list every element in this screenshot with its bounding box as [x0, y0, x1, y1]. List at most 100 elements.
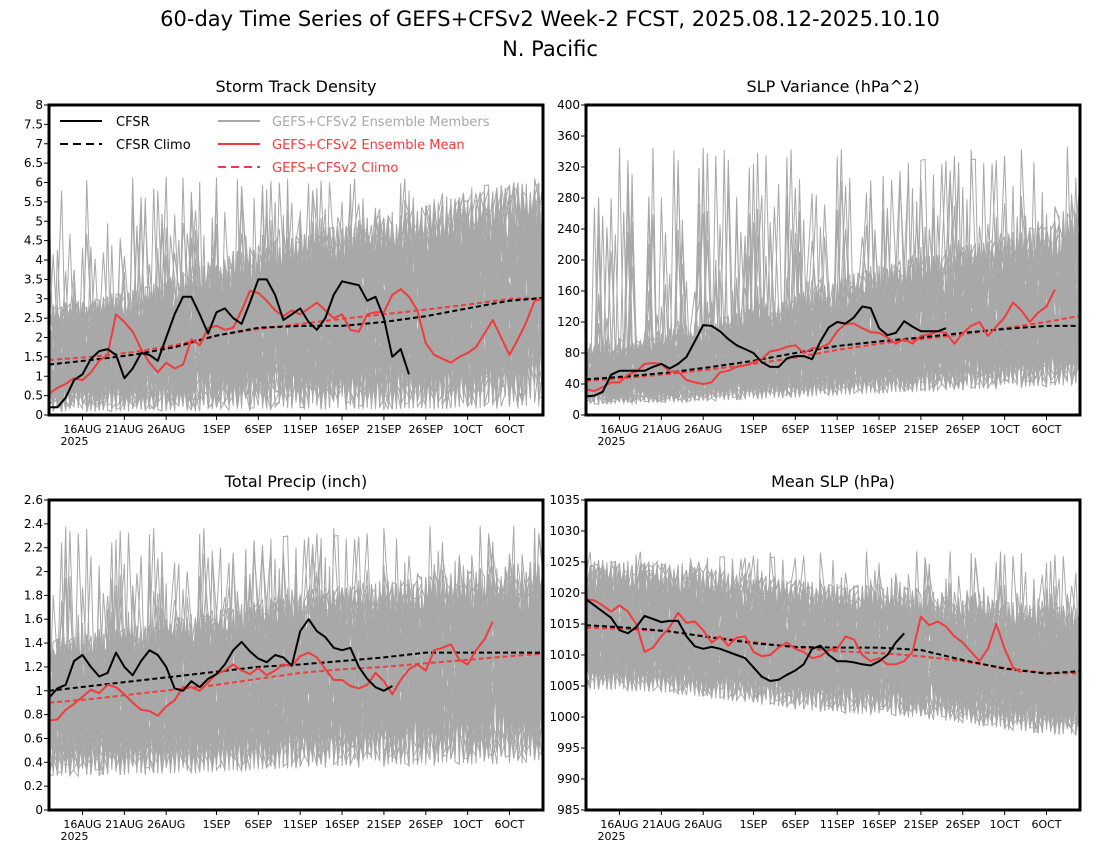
y-tick-label: 1020: [549, 586, 580, 600]
x-tick-label: 16SEP: [862, 423, 897, 436]
panel-3: Total Precip (inch) 0 0.2 0.4 0.6 0.8 1 1.2 1.4 1…: [24, 472, 545, 843]
y-tick-label: 5.5: [24, 195, 43, 209]
y-tick-label: 3: [35, 292, 43, 306]
legend-label: CFSR: [116, 115, 150, 130]
x-tick-label: 1SEP: [740, 423, 768, 436]
y-tick-label: 2: [35, 331, 43, 345]
ensemble-member-line: [586, 558, 1080, 737]
legend-label: GEFS+CFSv2 Climo: [272, 161, 398, 176]
y-tick-label: 3.5: [24, 272, 43, 286]
y-tick-label: 1.5: [24, 350, 43, 364]
x-tick-label: 1OCT: [990, 423, 1020, 436]
x-tick-label: 26SEP: [945, 423, 980, 436]
plot-frame: [47, 498, 545, 812]
x-tick-label: 1SEP: [740, 818, 768, 831]
y-tick-label: 7.5: [24, 117, 43, 131]
x-tick-label: 6SEP: [245, 818, 273, 831]
ens-mean-line: [586, 598, 1022, 674]
legend-item-ens-mean: GEFS+CFSv2 Ensemble Mean: [218, 138, 465, 153]
x-tick-label: 21AUG: [642, 818, 680, 831]
x-tick-label: 16SEP: [325, 423, 360, 436]
ensemble-member-line: [49, 180, 543, 410]
panel-title: Storm Track Density: [216, 77, 377, 96]
cfsr-line: [586, 305, 947, 398]
ens-mean-line: [49, 621, 494, 722]
y-tick-label: 1025: [549, 555, 580, 569]
panel-title: Total Precip (inch): [224, 472, 367, 491]
y-tick-label: 160: [557, 284, 580, 298]
ensemble-member-line: [586, 210, 1080, 403]
y-tick-label: 0.2: [24, 779, 43, 793]
ensemble-member-line: [586, 152, 1080, 405]
legend-label: GEFS+CFSv2 Ensemble Mean: [272, 138, 465, 153]
ensemble-member-line: [49, 196, 543, 410]
y-tick-label: 990: [557, 772, 580, 786]
x-tick-label: 21SEP: [367, 423, 402, 436]
y-tick-label: 0.5: [24, 389, 43, 403]
y-tick-label: 985: [557, 803, 580, 817]
gefs-climo-line: [49, 297, 543, 361]
y-tick-label: 5: [35, 214, 43, 228]
x-tick-year-label: 2025: [597, 435, 625, 448]
plot-area: [586, 551, 1080, 737]
y-tick-label: 1030: [549, 524, 580, 538]
y-tick-label: 0: [35, 408, 43, 422]
y-tick-label: 6: [35, 176, 43, 190]
x-tick-label: 26AUG: [684, 818, 722, 831]
x-tick-label: 1SEP: [203, 818, 231, 831]
ensemble-member-line: [586, 554, 1080, 733]
x-tick-label: 16SEP: [862, 818, 897, 831]
y-tick-label: 1.8: [24, 588, 43, 602]
x-tick-label: 16SEP: [325, 818, 360, 831]
legend-item-cfsr-climo: CFSR Climo: [60, 138, 191, 153]
y-tick-label: 240: [557, 222, 580, 236]
y-tick-label: 40: [565, 377, 580, 391]
x-tick-year-label: 2025: [60, 435, 88, 448]
ensemble-member-line: [49, 535, 543, 776]
y-tick-label: 4.5: [24, 234, 43, 248]
x-tick-label: 16AUG: [63, 423, 101, 436]
x-tick-label: 26SEP: [408, 423, 443, 436]
y-tick-label: 0.6: [24, 731, 43, 745]
y-tick-label: 1.2: [24, 660, 43, 674]
y-tick-label: 1005: [549, 679, 580, 693]
x-tick-label: 16AUG: [600, 818, 638, 831]
y-tick-label: 1015: [549, 617, 580, 631]
y-tick-label: 200: [557, 253, 580, 267]
legend: CFSR CFSR Climo GEFS+CFSv2 Ensemble Member…: [60, 115, 490, 176]
y-tick-label: 1010: [549, 648, 580, 662]
x-tick-label: 6SEP: [782, 423, 810, 436]
y-tick-label: 0: [35, 803, 43, 817]
ensemble-member-line: [586, 201, 1080, 405]
y-tick-label: 2.5: [24, 311, 43, 325]
x-tick-label: 21SEP: [367, 818, 402, 831]
x-tick-label: 11SEP: [820, 423, 855, 436]
x-tick-label: 6OCT: [494, 423, 524, 436]
plot-area: [49, 525, 543, 778]
y-tick-label: 1: [35, 684, 43, 698]
x-tick-label: 6OCT: [494, 818, 524, 831]
panel-title: Mean SLP (hPa): [771, 472, 895, 491]
gefs-climo-line: [586, 314, 1080, 382]
y-tick-label: 0.8: [24, 708, 43, 722]
x-tick-label: 21SEP: [904, 423, 939, 436]
ensemble-member-line: [586, 216, 1080, 402]
y-tick-label: 0.4: [24, 755, 43, 769]
cfsr-climo-line: [49, 651, 543, 692]
gefs-climo-line: [49, 652, 543, 704]
ensemble-member-line: [586, 160, 1080, 403]
x-tick-label: 11SEP: [820, 818, 855, 831]
ensemble-member-line: [586, 562, 1080, 730]
x-tick-label: 26SEP: [408, 818, 443, 831]
x-tick-label: 1OCT: [990, 818, 1020, 831]
y-tick-label: 400: [557, 98, 580, 112]
y-tick-label: 2.6: [24, 493, 43, 507]
cfsr-line: [49, 618, 393, 699]
x-tick-label: 6SEP: [782, 818, 810, 831]
y-tick-label: 2.4: [24, 517, 43, 531]
x-tick-label: 16AUG: [63, 818, 101, 831]
ensemble-members: [49, 525, 543, 778]
x-tick-label: 6OCT: [1031, 423, 1061, 436]
y-tick-label: 360: [557, 129, 580, 143]
